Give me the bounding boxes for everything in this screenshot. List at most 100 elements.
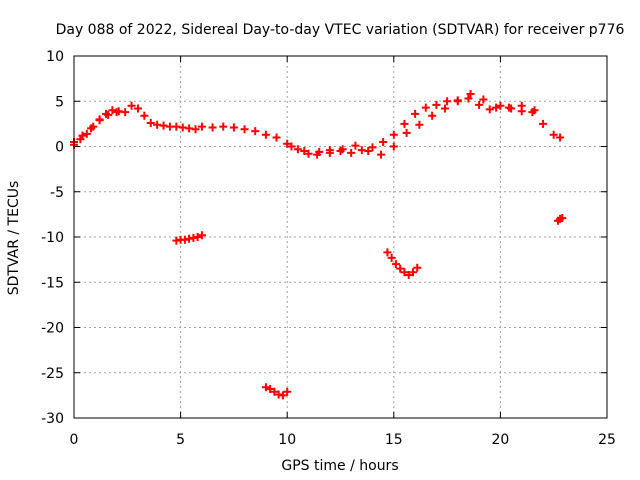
data-point (146, 118, 155, 127)
data-point (272, 133, 281, 142)
data-point (504, 103, 513, 112)
data-point (325, 148, 334, 157)
plot-frame (73, 55, 608, 419)
data-point (400, 268, 409, 277)
data-point (396, 264, 405, 273)
series-point-near-22-8h (553, 213, 567, 225)
data-point (387, 253, 396, 262)
data-point (539, 119, 548, 128)
data-point (404, 271, 413, 280)
data-point (368, 143, 377, 152)
data-point (127, 101, 136, 110)
data-point (530, 106, 539, 115)
chart-title: Day 088 of 2022, Sidereal Day-to-day VTE… (56, 22, 625, 38)
data-point (485, 105, 494, 114)
y-tick-label: -30 (41, 411, 64, 427)
data-point (278, 391, 287, 400)
series-main-trace-a (70, 94, 565, 158)
data-point (377, 150, 386, 159)
data-point (229, 123, 238, 132)
data-point (389, 130, 398, 139)
data-point (338, 145, 347, 154)
data-point (415, 120, 424, 129)
data-point (347, 148, 356, 157)
data-point (391, 260, 400, 269)
data-point (313, 150, 322, 159)
x-tick-label: 15 (385, 432, 403, 448)
data-point (197, 122, 206, 131)
data-point (421, 103, 430, 112)
data-point (443, 97, 452, 106)
data-point (432, 100, 441, 109)
data-point (266, 385, 275, 394)
x-tick-label: 25 (598, 432, 616, 448)
data-point (82, 129, 91, 138)
y-tick-label: -15 (41, 275, 64, 291)
data-point (133, 104, 142, 113)
data-point (240, 125, 249, 134)
series-cluster-near-9-5h (261, 383, 292, 400)
data-point (270, 387, 279, 396)
data-point (193, 233, 202, 241)
data-point (411, 109, 420, 118)
data-point (464, 94, 473, 103)
data-point (261, 383, 270, 392)
x-tick-label: 0 (70, 432, 79, 448)
data-point (492, 103, 501, 112)
data-point (283, 139, 292, 148)
y-tick-label: -5 (50, 185, 64, 201)
y-tick-label: -10 (41, 230, 64, 246)
data-point (496, 101, 505, 110)
data-point (293, 145, 302, 154)
data-point (287, 142, 296, 151)
data-point (140, 111, 149, 120)
y-tick-label: 10 (46, 49, 64, 65)
data-point (191, 125, 200, 134)
data-point (389, 142, 398, 151)
data-point (383, 248, 392, 257)
data-point (549, 130, 558, 139)
data-point (517, 101, 526, 110)
data-point (283, 387, 292, 396)
data-point (556, 133, 565, 142)
grid-lines (74, 56, 607, 418)
y-tick-label: -25 (41, 366, 64, 382)
data-point (261, 130, 270, 139)
y-tick-label: 0 (55, 140, 64, 156)
x-tick-label: 5 (176, 432, 185, 448)
data-point (400, 119, 409, 128)
y-tick-label: -20 (41, 321, 64, 337)
data-point (219, 122, 228, 131)
data-point (121, 108, 130, 117)
data-point (440, 104, 449, 113)
data-point (428, 111, 437, 120)
data-point (453, 97, 462, 106)
data-point (475, 100, 484, 109)
data-point (78, 131, 87, 140)
data-point (304, 149, 313, 158)
x-tick-label: 20 (491, 432, 509, 448)
data-point (300, 147, 309, 156)
series-cluster-near-15-5h (383, 248, 422, 280)
data-point (402, 128, 411, 137)
data-point (379, 137, 388, 146)
data-point (197, 231, 206, 240)
data-point (364, 147, 373, 156)
data-point (413, 263, 422, 272)
data-point (95, 116, 104, 125)
data-point (87, 124, 96, 133)
series-main-trace-b (70, 90, 539, 159)
x-axis-label: GPS time / hours (281, 458, 398, 474)
y-tick-label: 5 (55, 94, 64, 110)
data-point (208, 123, 217, 132)
series-cluster-near-5h (172, 231, 206, 245)
data-point (351, 141, 360, 150)
data-point (408, 268, 417, 277)
data-point (112, 108, 121, 117)
y-axis-label: SDTVAR / TECUs (6, 181, 22, 296)
data-point (104, 110, 113, 119)
axis-ticks: 0 5 10 15 20 25 10 5 0 -5 -10 -15 -20 -25 -30 (41, 49, 616, 448)
x-tick-label: 10 (278, 432, 296, 448)
